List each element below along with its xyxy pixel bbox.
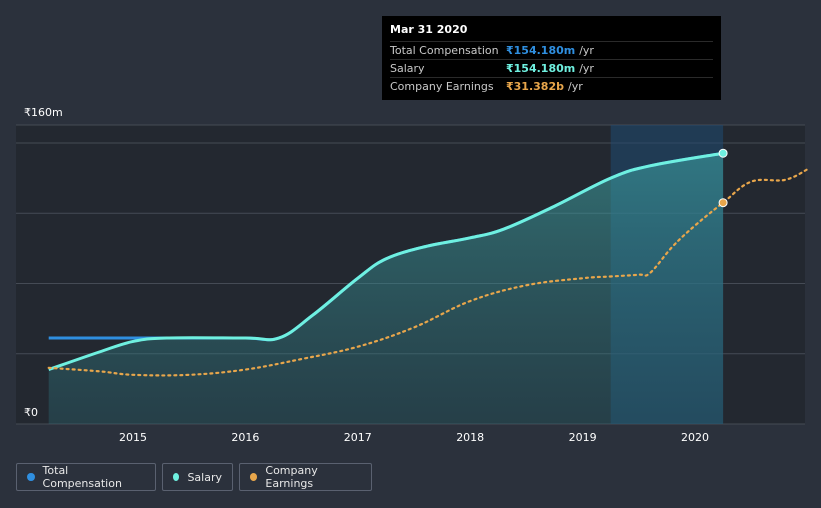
tooltip-unit: /yr xyxy=(579,62,594,75)
tooltip-value: ₹31.382b xyxy=(506,80,564,93)
legend-label: Total Compensation xyxy=(42,464,122,490)
x-tick-label: 2015 xyxy=(119,431,147,444)
legend-dot-icon xyxy=(250,473,258,481)
legend-item-salary[interactable]: Salary xyxy=(162,463,233,491)
legend-item-company-earnings[interactable]: Company Earnings xyxy=(239,463,372,491)
tooltip-row-total: Total Compensation ₹154.180m /yr xyxy=(390,41,713,59)
salary-area xyxy=(48,153,724,424)
x-tick-label: 2018 xyxy=(456,431,484,444)
legend-dot-icon xyxy=(27,473,35,481)
series-layer xyxy=(47,148,809,377)
tooltip-label: Total Compensation xyxy=(390,44,499,57)
y-axis-top-label: ₹160m xyxy=(24,106,63,119)
x-tick-label: 2020 xyxy=(681,431,709,444)
tooltip-value: ₹154.180m xyxy=(506,44,576,57)
salary-marker xyxy=(718,148,728,158)
tooltip-date: Mar 31 2020 xyxy=(390,23,468,36)
tooltip: Mar 31 2020 Total Compensation ₹154.180m… xyxy=(382,16,721,100)
tooltip-label: Company Earnings xyxy=(390,80,494,93)
tooltip-row-salary: Salary ₹154.180m /yr xyxy=(390,59,713,77)
tooltip-value: ₹154.180m xyxy=(506,62,576,75)
earnings-marker xyxy=(718,198,728,208)
x-tick-label: 2016 xyxy=(231,431,259,444)
salary-line xyxy=(48,151,724,371)
tooltip-unit: /yr xyxy=(567,80,583,93)
legend-item-total-compensation[interactable]: Total Compensation xyxy=(16,463,156,491)
legend: Total Compensation Salary Company Earnin… xyxy=(16,463,372,491)
x-tick-label: 2019 xyxy=(569,431,597,444)
axis-labels: 2015 2016 2017 2018 2019 2020 xyxy=(119,431,709,444)
y-axis-bottom-label: ₹0 xyxy=(24,406,38,419)
legend-dot-icon xyxy=(173,473,180,481)
tooltip-row-earnings: Company Earnings ₹31.382b /yr xyxy=(390,77,713,95)
tooltip-label: Salary xyxy=(390,62,425,75)
x-tick-label: 2017 xyxy=(344,431,372,444)
legend-label: Company Earnings xyxy=(265,464,318,490)
legend-label: Salary xyxy=(187,470,222,484)
tooltip-unit: /yr xyxy=(579,44,594,57)
